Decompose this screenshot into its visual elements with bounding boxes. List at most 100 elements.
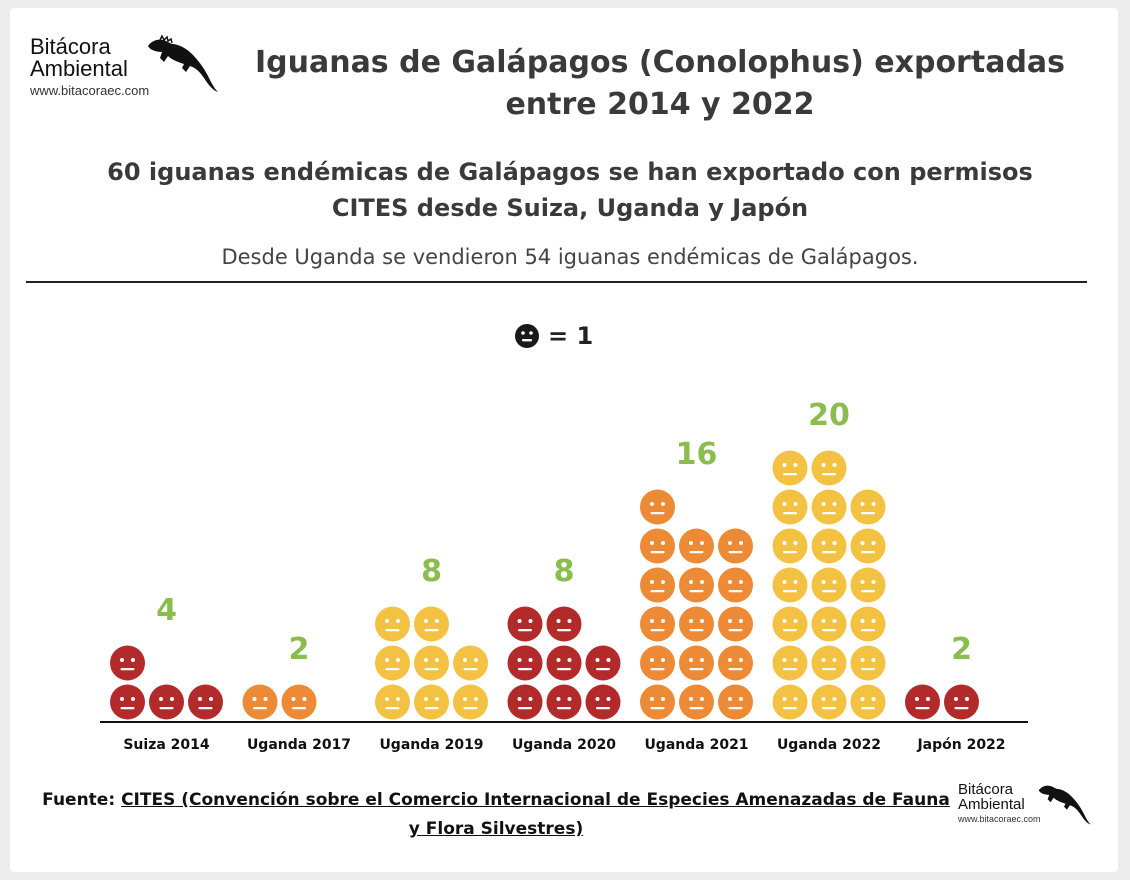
pictogram-unit <box>772 450 808 486</box>
pictogram-unit <box>110 645 145 681</box>
source-note: Fuente: CITES (Convención sobre el Comer… <box>36 786 956 844</box>
x-tick-label: Uganda 2020 <box>512 737 616 753</box>
brand-name-line1-footer: Bitácora <box>958 781 1014 798</box>
x-tick-label: Uganda 2022 <box>777 737 881 753</box>
pictogram-unit <box>850 489 886 525</box>
pictogram-unit <box>811 528 847 564</box>
pictogram-unit <box>944 684 979 720</box>
brand-name-line1: Bitácora <box>30 34 111 59</box>
brand-name-line2-footer: Ambiental <box>958 796 1025 813</box>
data-label: 2 <box>951 632 972 667</box>
pictogram-unit <box>414 606 449 642</box>
pictogram-unit <box>640 684 675 720</box>
header-divider <box>26 281 1087 283</box>
pictogram-unit <box>811 606 847 642</box>
chart-subtitle: 60 iguanas endémicas de Galápagos se han… <box>40 154 1100 226</box>
pictogram-unit <box>772 684 808 720</box>
brand-url-footer: www.bitacoraec.com <box>958 814 1041 824</box>
pictogram-unit <box>585 645 621 681</box>
legend-text: = 1 <box>548 322 594 350</box>
pictogram-unit <box>850 606 886 642</box>
brand-logo-footer[interactable]: Bitácora Ambiental www.bitacoraec.com <box>958 781 1091 825</box>
data-label: 8 <box>554 554 575 589</box>
pictogram-unit <box>453 645 488 681</box>
pictogram-unit <box>850 645 886 681</box>
x-tick-label: Uganda 2021 <box>644 737 748 753</box>
neutral-face-icon <box>515 324 539 348</box>
pictogram-unit <box>375 606 410 642</box>
pictogram-unit <box>772 606 808 642</box>
brand-logo[interactable]: Bitácora Ambiental www.bitacoraec.com <box>30 34 218 98</box>
pictogram-unit <box>772 528 808 564</box>
chart-subtitle-line2: CITES desde Suiza, Uganda y Japón <box>331 194 809 222</box>
pictogram-unit <box>414 684 449 720</box>
pictogram-unit <box>772 645 808 681</box>
pictogram-unit <box>546 684 582 720</box>
brand-name-line2: Ambiental <box>30 56 128 81</box>
chart-title: Iguanas de Galápagos (Conolophus) export… <box>230 42 1090 126</box>
pictogram-unit <box>811 567 847 603</box>
pictogram-unit <box>640 567 675 603</box>
chart-title-line1: Iguanas de Galápagos (Conolophus) export… <box>254 45 1066 80</box>
pictogram-unit <box>375 684 410 720</box>
data-label: 4 <box>156 593 177 628</box>
pictogram-unit <box>585 684 621 720</box>
pictogram-unit <box>110 684 145 720</box>
x-tick-label: Suiza 2014 <box>123 737 210 753</box>
pictogram-unit <box>679 528 714 564</box>
pictogram-unit <box>811 489 847 525</box>
pictogram-unit <box>507 606 543 642</box>
pictogram-unit <box>718 606 753 642</box>
x-tick-label: Japón 2022 <box>916 737 1005 753</box>
chart-subtitle-line1: 60 iguanas endémicas de Galápagos se han… <box>107 158 1033 186</box>
data-label: 20 <box>808 398 850 433</box>
pictogram-unit <box>718 684 753 720</box>
pictogram-unit <box>640 528 675 564</box>
pictogram-unit <box>640 489 675 525</box>
pictogram-chart: 4 Suiza 2014 2 Uganda 2017 8 Uganda 2019 8 Ugan… <box>100 398 1028 753</box>
pictogram-unit <box>772 489 808 525</box>
pictogram-unit <box>811 645 847 681</box>
chart-legend: = 1 <box>514 318 593 354</box>
source-prefix: Fuente: <box>42 790 116 810</box>
pictogram-unit <box>546 645 582 681</box>
pictogram-unit <box>905 684 940 720</box>
pictogram-unit <box>507 684 543 720</box>
x-tick-label: Uganda 2017 <box>247 737 351 753</box>
brand-url: www.bitacoraec.com <box>30 83 150 98</box>
pictogram-unit <box>149 684 184 720</box>
infographic-card <box>10 8 1118 872</box>
pictogram-unit <box>281 684 317 720</box>
pictogram-unit <box>718 567 753 603</box>
x-tick-label: Uganda 2019 <box>379 737 483 753</box>
chart-note: Desde Uganda se vendieron 54 iguanas end… <box>221 245 919 269</box>
source-link[interactable]: CITES (Convención sobre el Comercio Inte… <box>121 790 950 839</box>
pictogram-unit <box>718 528 753 564</box>
pictogram-unit <box>242 684 278 720</box>
pictogram-unit <box>188 684 223 720</box>
pictogram-unit <box>546 606 582 642</box>
pictogram-unit <box>453 684 488 720</box>
chart-title-line2: entre 2014 y 2022 <box>505 87 815 122</box>
data-label: 2 <box>289 632 310 667</box>
pictogram-unit <box>679 567 714 603</box>
pictogram-unit <box>679 606 714 642</box>
pictogram-unit <box>375 645 410 681</box>
pictogram-unit <box>811 450 847 486</box>
pictogram-unit <box>640 645 675 681</box>
iguana-icon <box>148 34 218 92</box>
pictogram-unit <box>414 645 449 681</box>
pictogram-unit <box>507 645 543 681</box>
data-label: 8 <box>421 554 442 589</box>
pictogram-unit <box>772 567 808 603</box>
pictogram-unit <box>679 684 714 720</box>
pictogram-unit <box>850 567 886 603</box>
data-label: 16 <box>676 437 718 472</box>
iguana-icon <box>1038 785 1091 825</box>
pictogram-unit <box>640 606 675 642</box>
pictogram-unit <box>679 645 714 681</box>
pictogram-unit <box>850 684 886 720</box>
pictogram-unit <box>718 645 753 681</box>
pictogram-unit <box>850 528 886 564</box>
pictogram-unit <box>811 684 847 720</box>
